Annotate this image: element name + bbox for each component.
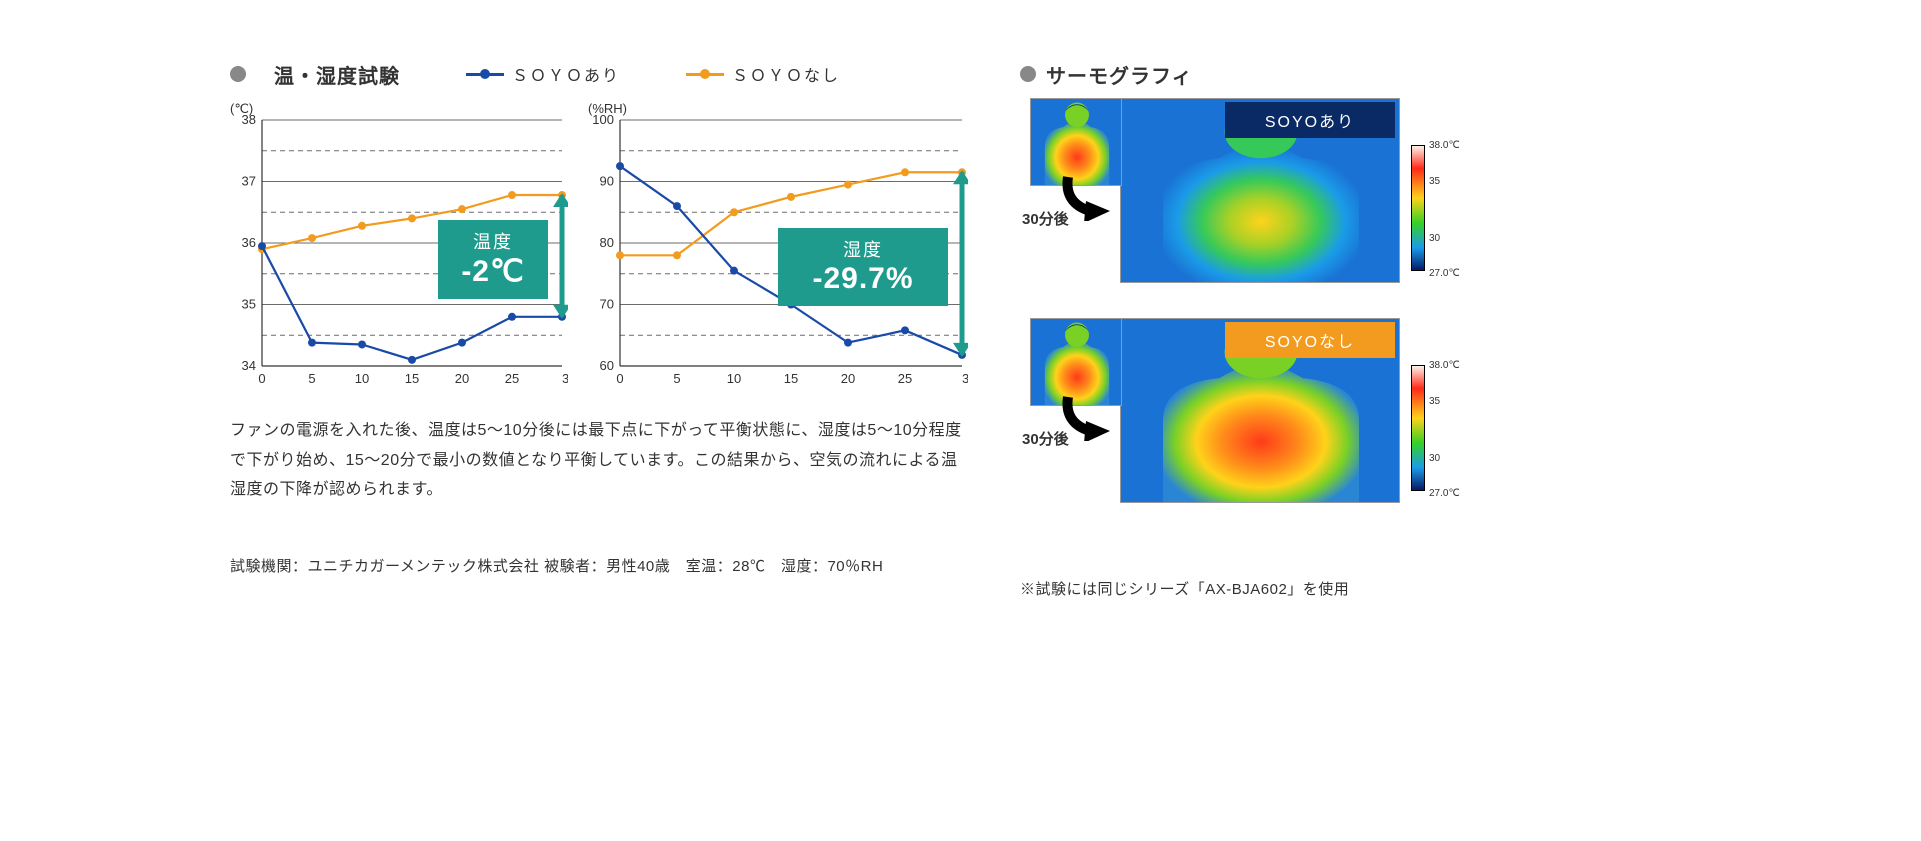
- svg-text:20: 20: [455, 371, 469, 386]
- footer-text: 試験機関：ユニチカガーメンテック株式会社 被験者：男性40歳 室温：28℃ 湿度…: [230, 555, 970, 576]
- arrow-icon: [1060, 393, 1120, 446]
- y-unit: (%RH): [588, 101, 627, 116]
- svg-text:36: 36: [242, 235, 256, 250]
- svg-text:25: 25: [505, 371, 519, 386]
- svg-text:10: 10: [727, 371, 741, 386]
- colorbar: 38.0℃353027.0℃: [1403, 353, 1465, 503]
- thermo-panel-without: SOYOなし30分後38.0℃353027.0℃: [1030, 318, 1470, 508]
- thermo-tag: SOYOなし: [1225, 322, 1395, 358]
- svg-text:20: 20: [841, 371, 855, 386]
- svg-text:60: 60: [600, 358, 614, 373]
- svg-text:0: 0: [616, 371, 623, 386]
- thermo-tag: SOYOあり: [1225, 102, 1395, 138]
- callout-box: 湿度-29.7%: [778, 228, 948, 306]
- legend-with: ＳＯＹＯあり: [466, 62, 620, 86]
- y-unit: (℃): [230, 101, 253, 117]
- svg-text:10: 10: [355, 371, 369, 386]
- svg-text:15: 15: [784, 371, 798, 386]
- thermography-section: サーモグラフィ SOYOあり30分後38.0℃353027.0℃ SOYOなし30…: [1020, 60, 1470, 599]
- svg-text:0: 0: [258, 371, 265, 386]
- svg-text:5: 5: [308, 371, 315, 386]
- svg-text:70: 70: [600, 297, 614, 312]
- chart-humidity: (%RH) 60708090100051015202530（分）湿度-29.7%: [588, 98, 968, 388]
- bullet-icon: [1020, 66, 1036, 82]
- chart-temperature: (℃) 3435363738051015202530（分）温度-2℃: [230, 98, 568, 388]
- svg-text:35: 35: [242, 297, 256, 312]
- svg-text:90: 90: [600, 174, 614, 189]
- svg-text:34: 34: [242, 358, 256, 373]
- thermography-note: ※試験には同じシリーズ「AX-BJA602」を使用: [1020, 578, 1470, 599]
- section-title: 温・湿度試験: [274, 60, 400, 89]
- bullet-icon: [230, 66, 246, 82]
- colorbar: 38.0℃353027.0℃: [1403, 133, 1465, 283]
- callout-box: 温度-2℃: [438, 220, 548, 299]
- svg-text:5: 5: [673, 371, 680, 386]
- thermo-panel-with: SOYOあり30分後38.0℃353027.0℃: [1030, 98, 1470, 288]
- legend-without: ＳＯＹＯなし: [686, 62, 840, 86]
- svg-text:80: 80: [600, 235, 614, 250]
- svg-text:30（分）: 30（分）: [562, 371, 568, 386]
- svg-text:25: 25: [898, 371, 912, 386]
- temp-humidity-section: 温・湿度試験 ＳＯＹＯあり ＳＯＹＯなし (℃) 343536373805101…: [230, 60, 970, 599]
- svg-text:37: 37: [242, 174, 256, 189]
- svg-text:30（分）: 30（分）: [962, 371, 968, 386]
- section-header: 温・湿度試験 ＳＯＹＯあり ＳＯＹＯなし: [230, 60, 970, 88]
- arrow-icon: [1060, 173, 1120, 226]
- svg-text:15: 15: [405, 371, 419, 386]
- section-title: サーモグラフィ: [1046, 60, 1193, 89]
- description-paragraph: ファンの電源を入れた後、温度は5～10分後には最下点に下がって平衡状態に、湿度は…: [230, 416, 970, 505]
